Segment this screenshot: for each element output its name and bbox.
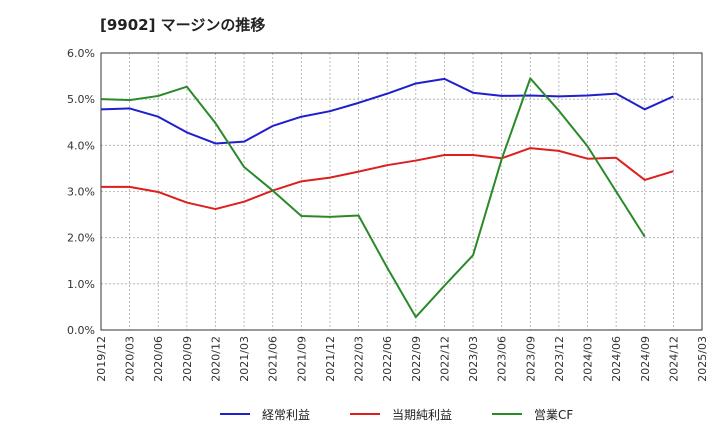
- x-tick-label: 2023/03: [467, 336, 480, 382]
- x-tick-label: 2023/06: [496, 336, 509, 382]
- x-tick-label: 2023/09: [524, 336, 537, 382]
- x-tick-label: 2022/06: [381, 336, 394, 382]
- x-tick-label: 2024/09: [639, 336, 652, 382]
- legend-label-1: 経常利益: [262, 408, 310, 422]
- series-line-2: [101, 147, 674, 211]
- series-line-1: [100, 77, 674, 145]
- x-tick-label: 2021/06: [267, 336, 280, 382]
- x-tick-label: 2023/12: [553, 336, 566, 382]
- legend: 経常利益 当期純利益 営業CF: [220, 408, 573, 422]
- x-tick-label: 2020/06: [152, 336, 165, 382]
- x-tick-label: 2022/03: [353, 336, 366, 382]
- x-tick-label: 2020/03: [124, 336, 137, 382]
- legend-label-3: 営業CF: [534, 408, 573, 422]
- x-tick-label: 2021/09: [295, 336, 308, 382]
- x-tick-label: 2021/12: [324, 336, 337, 382]
- x-tick-label: 2024/12: [667, 336, 680, 382]
- legend-label-2: 当期純利益: [392, 408, 452, 422]
- y-tick-label: 0.0%: [67, 324, 95, 337]
- chart-title: [9902] マージンの推移: [100, 16, 266, 34]
- x-tick-label: 2020/12: [209, 336, 222, 382]
- y-tick-label: 1.0%: [67, 278, 95, 291]
- x-tick-label: 2019/12: [95, 336, 108, 382]
- x-tick-label: 2022/09: [410, 336, 423, 382]
- series-line-3: [100, 77, 646, 319]
- y-tick-label: 5.0%: [67, 93, 95, 106]
- y-tick-label: 2.0%: [67, 232, 95, 245]
- y-tick-label: 6.0%: [67, 47, 95, 60]
- x-tick-label: 2020/09: [181, 336, 194, 382]
- series-layer: [100, 77, 674, 319]
- x-tick-label: 2024/03: [582, 336, 595, 382]
- x-tick-label: 2021/03: [238, 336, 251, 382]
- y-tick-label: 3.0%: [67, 186, 95, 199]
- plot-frame: [100, 52, 703, 331]
- x-tick-label: 2022/12: [438, 336, 451, 382]
- x-tick-label: 2025/03: [696, 336, 709, 382]
- x-tick-label: 2024/06: [610, 336, 623, 382]
- y-tick-label: 4.0%: [67, 139, 95, 152]
- axis-layer: 0.0% 1.0% 2.0% 3.0% 4.0% 5.0% 6.0% 2019/12 2020/…: [67, 47, 709, 382]
